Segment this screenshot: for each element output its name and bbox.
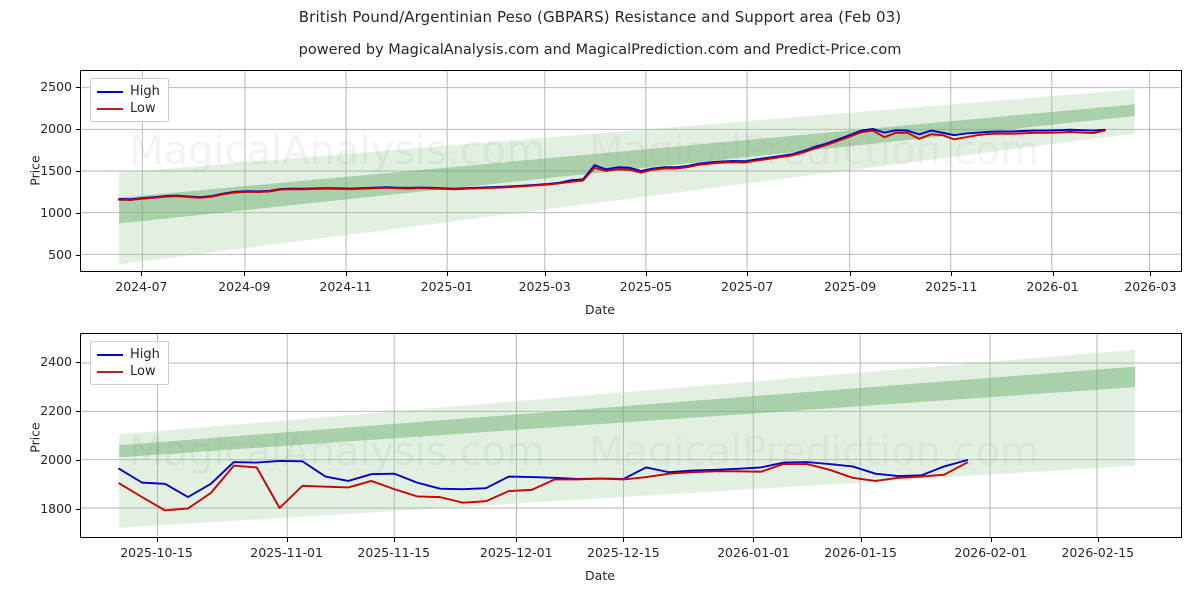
y-tick-mark	[76, 508, 80, 510]
y-tick-mark	[76, 459, 80, 461]
y-tick-mark	[76, 128, 80, 130]
y-tick-mark	[76, 411, 80, 413]
legend-label-high: High	[130, 347, 160, 362]
y-tick-label: 2000	[40, 120, 72, 136]
legend-item-low[interactable]: Low	[97, 363, 160, 380]
x-tick-label: 2025-05	[619, 279, 673, 294]
x-tick-mark	[393, 538, 395, 542]
x-tick-mark	[850, 272, 852, 276]
y-tick-label: 2500	[40, 78, 72, 94]
y-tick-label: 1500	[40, 163, 72, 178]
y-tick-mark	[76, 171, 80, 172]
x-tick-mark	[156, 538, 158, 542]
lower-chart-panel: Price Date 1800 2000 2200 2400 2025-10-15 20…	[0, 310, 1200, 600]
y-tick-label: 2200	[40, 403, 72, 419]
legend-item-high[interactable]: High	[97, 346, 160, 363]
x-tick-label: 2026-02-01	[954, 545, 1027, 560]
x-tick-label: 2024-07	[115, 279, 168, 294]
x-tick-mark	[141, 272, 143, 276]
lower-plot-area: MagicalAnalysis.com MagicalPrediction.co…	[80, 333, 1182, 538]
x-tick-mark	[1052, 272, 1054, 276]
lower-legend[interactable]: High Low	[90, 341, 169, 385]
y-tick-label: 2000	[40, 451, 72, 467]
legend-item-low[interactable]: Low	[97, 100, 160, 117]
x-tick-mark	[645, 272, 647, 276]
y-tick-mark	[76, 86, 80, 88]
x-tick-mark	[990, 538, 992, 542]
x-tick-label: 2025-03	[518, 279, 571, 294]
x-tick-mark	[544, 272, 546, 276]
x-tick-mark	[345, 272, 347, 276]
x-tick-label: 2025-11-01	[250, 545, 323, 560]
y-tick-label: 1000	[40, 205, 72, 221]
legend-label-low: Low	[130, 364, 156, 379]
lower-x-axis-label: Date	[585, 568, 615, 583]
x-tick-mark	[286, 538, 288, 542]
page-subtitle: powered by MagicalAnalysis.com and Magic…	[298, 42, 902, 58]
y-tick-label: 2400	[40, 354, 72, 370]
x-tick-label: 2026-01	[1026, 279, 1079, 294]
upper-legend[interactable]: High Low	[90, 78, 169, 122]
y-tick-mark	[76, 213, 80, 215]
x-tick-mark	[446, 272, 448, 276]
x-tick-mark	[244, 272, 246, 276]
upper-plot-svg	[81, 71, 1181, 271]
upper-chart-panel: Price Date 500 1000 1500 2000 2500 2024-07 20…	[28, 70, 1182, 317]
x-tick-label: 2025-11	[925, 279, 978, 294]
x-tick-mark	[1150, 272, 1152, 276]
legend-line-high-icon	[97, 353, 123, 356]
legend-label-high: High	[130, 84, 160, 99]
lower-plot-svg	[81, 334, 1181, 537]
x-tick-label: 2026-01-15	[824, 545, 897, 560]
upper-x-axis-label: Date	[585, 302, 615, 317]
legend-line-low-icon	[97, 107, 123, 110]
x-tick-mark	[623, 538, 625, 542]
x-tick-mark	[747, 272, 749, 276]
y-tick-label: 1800	[40, 500, 72, 516]
x-tick-label: 2025-12-01	[479, 545, 553, 560]
page-title: British Pound/Argentinian Peso (GBPARS) …	[298, 8, 902, 26]
legend-item-high[interactable]: High	[97, 83, 160, 100]
upper-plot-area: MagicalAnalysis.com MagicalPrediction.co…	[80, 70, 1182, 272]
legend-label-low: Low	[130, 101, 156, 116]
x-tick-label: 2024-11	[319, 279, 372, 294]
x-tick-mark	[516, 538, 518, 542]
legend-line-high-icon	[97, 90, 123, 93]
x-tick-label: 2025-10-15	[120, 545, 193, 560]
x-tick-mark	[753, 538, 755, 542]
y-tick-label: 500	[48, 247, 72, 263]
x-tick-label: 2025-12-15	[587, 545, 660, 560]
x-tick-label: 2025-07	[721, 279, 774, 294]
x-tick-label: 2025-01	[420, 279, 473, 294]
x-tick-label: 2024-09	[218, 279, 271, 294]
x-tick-mark	[951, 272, 953, 276]
x-tick-label: 2025-09	[823, 279, 877, 294]
x-tick-label: 2026-02-15	[1061, 545, 1135, 560]
legend-line-low-icon	[97, 370, 123, 373]
x-tick-label: 2026-01-01	[717, 545, 790, 560]
x-tick-mark	[860, 538, 862, 542]
x-tick-label: 2025-11-15	[357, 545, 431, 560]
y-tick-mark	[76, 362, 80, 364]
x-tick-mark	[1097, 538, 1099, 542]
x-tick-label: 2026-03	[1124, 279, 1177, 294]
y-tick-mark	[76, 255, 80, 257]
